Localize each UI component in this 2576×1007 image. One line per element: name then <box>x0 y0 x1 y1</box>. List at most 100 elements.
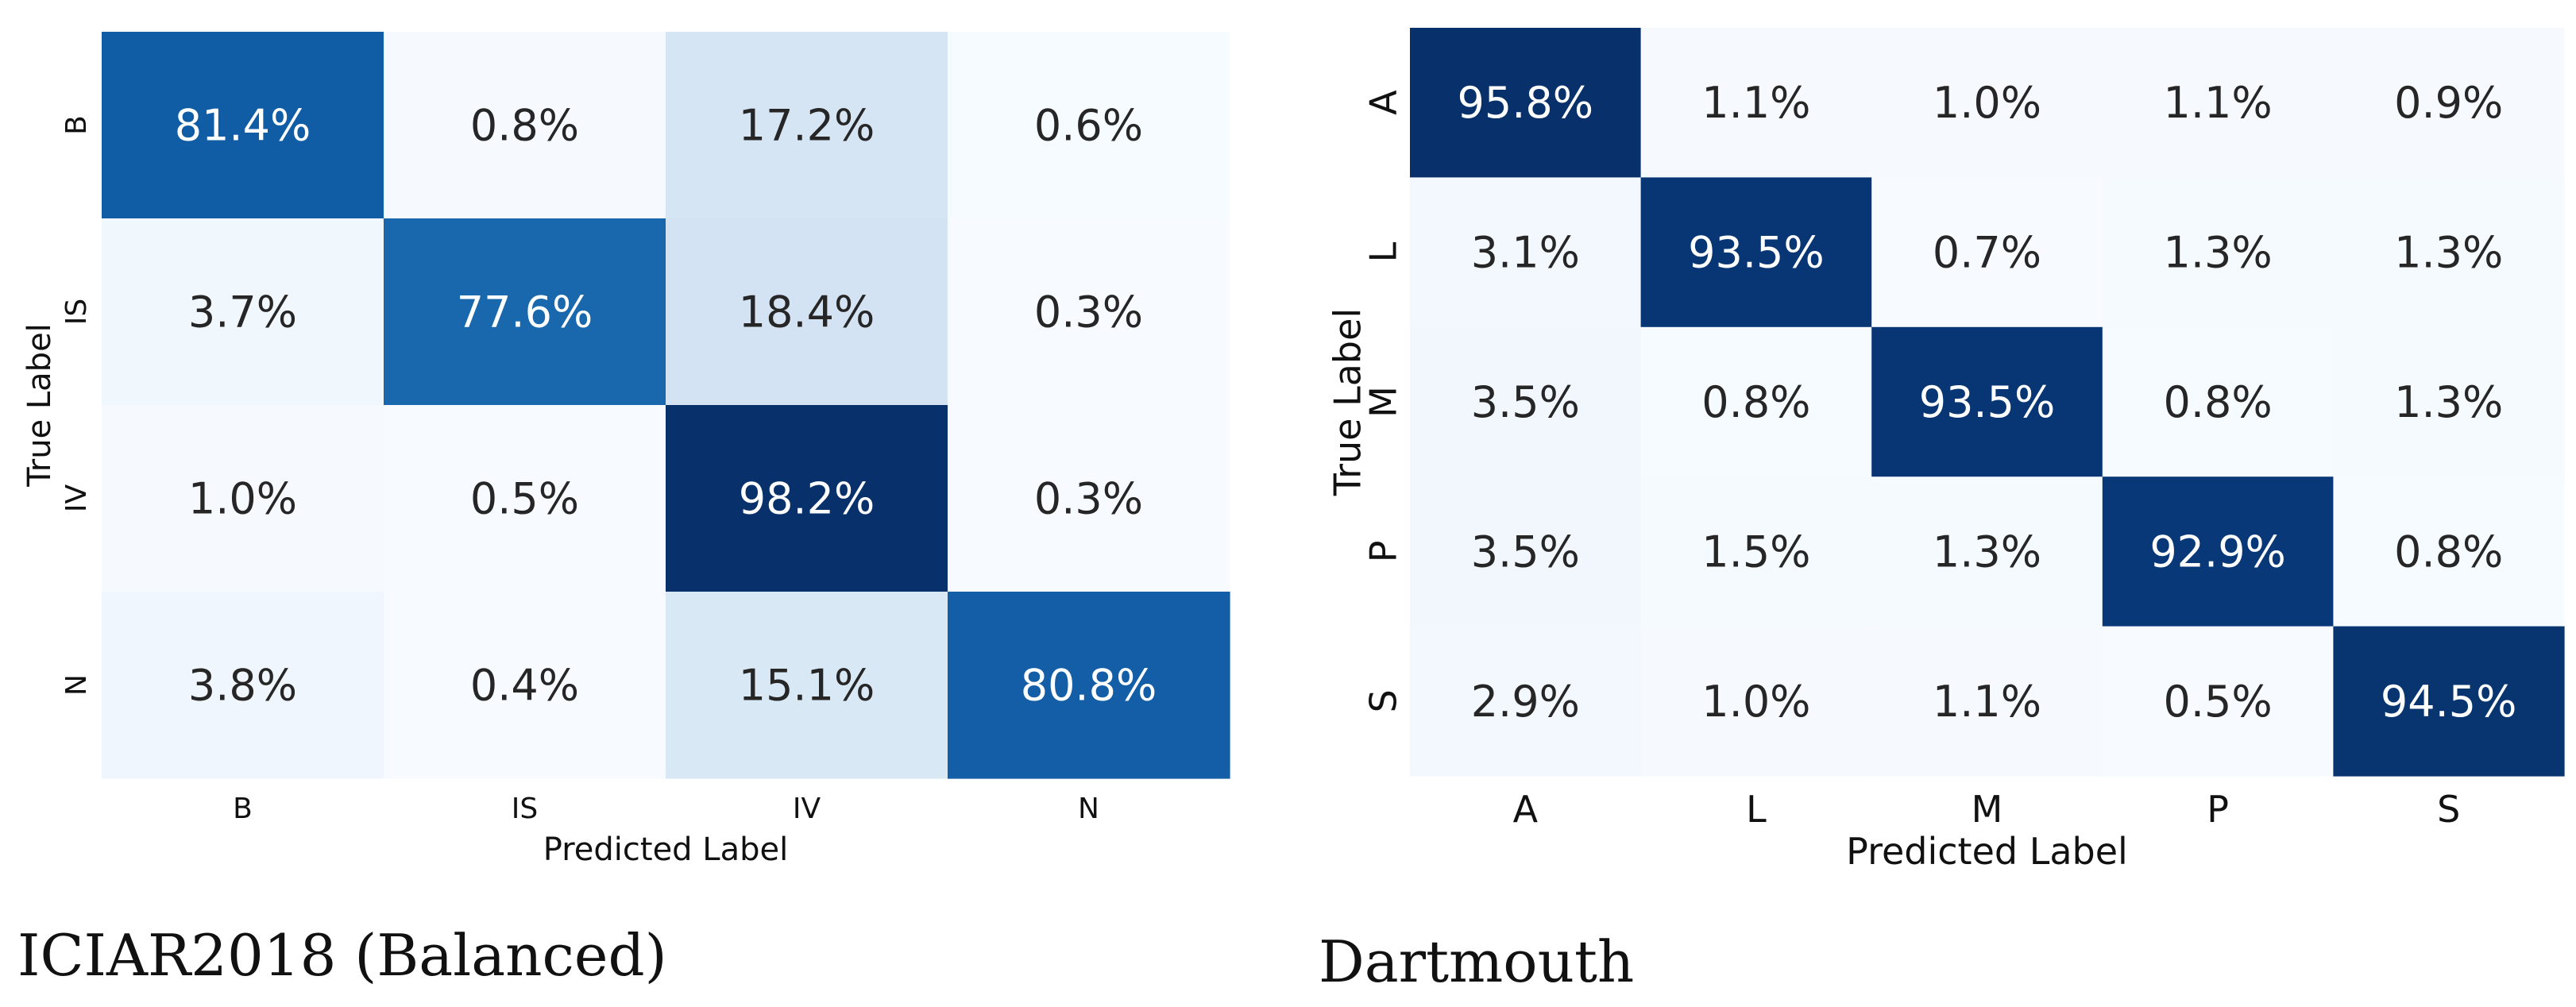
heatmap-cell-L-S <box>2333 177 2565 328</box>
y-axis-label: True Label <box>21 323 58 488</box>
heatmap-cell-P-M <box>1871 476 2103 627</box>
cell-value-label: 0.9% <box>2394 78 2503 128</box>
heatmap-cell-IV-N <box>948 405 1230 592</box>
y-tick-label: A <box>1362 90 1405 115</box>
heatmap-cell-P-P <box>2102 476 2334 627</box>
heatmap-cell-A-S <box>2333 28 2565 178</box>
heatmap-cell-P-A <box>1410 476 1642 627</box>
x-tick-label: S <box>2437 788 2460 831</box>
cell-value-label: 0.8% <box>2394 527 2503 577</box>
cell-value-label: 1.3% <box>2394 377 2503 427</box>
heatmap-cell-N-B <box>102 592 384 779</box>
cell-value-label: 0.8% <box>2163 377 2272 427</box>
heatmap-cell-A-P <box>2102 28 2334 178</box>
cell-value-label: 0.5% <box>470 474 579 524</box>
heatmap-cell-B-B <box>102 32 384 219</box>
y-tick-label: M <box>1362 386 1405 418</box>
cell-value-label: 2.9% <box>1471 677 1580 727</box>
heatmap-cell-IS-IS <box>384 218 666 406</box>
x-tick-label: M <box>1972 788 2003 831</box>
cell-value-label: 92.9% <box>2149 527 2286 577</box>
x-tick-label: A <box>1513 788 1539 831</box>
heatmap-cell-B-IS <box>384 32 666 219</box>
heatmap-cell-L-M <box>1871 177 2103 328</box>
heatmap-cell-P-L <box>1640 476 1872 627</box>
cell-value-label: 1.1% <box>2163 78 2272 128</box>
y-tick-label: S <box>1362 689 1405 712</box>
cell-value-label: 77.6% <box>457 287 593 338</box>
heatmap-cell-P-S <box>2333 476 2565 627</box>
heatmap-cell-A-A <box>1410 28 1642 178</box>
cell-value-label: 94.5% <box>2381 677 2517 727</box>
x-tick-label: L <box>1746 788 1767 831</box>
cell-value-label: 1.1% <box>1701 78 1810 128</box>
cell-value-label: 0.5% <box>2163 677 2272 727</box>
heatmap-cell-S-S <box>2333 626 2565 777</box>
cell-value-label: 15.1% <box>739 661 875 711</box>
cell-value-label: 0.8% <box>1701 377 1810 427</box>
heatmap-cell-S-A <box>1410 626 1642 777</box>
y-axis-label: True Label <box>1327 308 1369 496</box>
chart-caption: ICIAR2018 (Balanced) <box>17 922 667 989</box>
cell-value-label: 1.1% <box>1933 677 2041 727</box>
y-tick-label: N <box>60 674 93 696</box>
x-tick-label: IV <box>793 793 821 825</box>
y-tick-label: IS <box>60 299 93 325</box>
heatmap-cell-N-N <box>948 592 1230 779</box>
heatmap-cell-B-IV <box>666 32 948 219</box>
y-tick-label: P <box>1362 541 1405 563</box>
cell-value-label: 0.4% <box>470 661 579 711</box>
cell-value-label: 1.0% <box>188 474 297 524</box>
heatmap-cell-S-M <box>1871 626 2103 777</box>
heatmap-cell-M-L <box>1640 326 1872 477</box>
cell-value-label: 95.8% <box>1458 78 1594 128</box>
heatmap-cell-IS-B <box>102 218 384 406</box>
cell-value-label: 3.5% <box>1471 377 1580 427</box>
heatmap-cell-IV-IV <box>666 405 948 592</box>
y-tick-label: L <box>1362 241 1405 262</box>
x-axis-label: Predicted Label <box>1846 830 2128 873</box>
cell-value-label: 93.5% <box>1919 377 2056 427</box>
heatmap-cell-IS-IV <box>666 218 948 406</box>
cell-value-label: 1.0% <box>1933 78 2041 128</box>
heatmap-cell-M-P <box>2102 326 2334 477</box>
cell-value-label: 3.8% <box>188 661 297 711</box>
cell-value-label: 1.0% <box>1701 677 1810 727</box>
cell-value-label: 3.5% <box>1471 527 1580 577</box>
chart-caption: Dartmouth <box>1319 928 1634 995</box>
heatmap-cell-B-N <box>948 32 1230 219</box>
cell-value-label: 0.3% <box>1034 287 1143 338</box>
cell-value-label: 98.2% <box>739 474 875 524</box>
heatmap-cell-M-M <box>1871 326 2103 477</box>
cell-value-label: 1.5% <box>1701 527 1810 577</box>
cell-value-label: 17.2% <box>739 101 875 151</box>
dartmouth-confusion-matrix: 95.8% 1.1% 1.0% 1.1% 0.9% 3.1% 93.5% 0.7% 1.3% 1.… <box>1319 28 2565 995</box>
x-axis-label: Predicted Label <box>543 831 788 868</box>
heatmap-cell-M-A <box>1410 326 1642 477</box>
heatmap-cell-N-IV <box>666 592 948 779</box>
heatmap-cell-N-IS <box>384 592 666 779</box>
y-tick-label: B <box>60 115 93 135</box>
cell-value-label: 1.3% <box>2394 228 2503 278</box>
cell-value-label: 81.4% <box>175 101 311 151</box>
iciar2018-confusion-matrix: 81.4% 0.8% 17.2% 0.6% 3.7% 77.6% 18.4% 0.3% 1.0%… <box>17 32 1230 989</box>
cell-value-label: 80.8% <box>1021 661 1157 711</box>
cell-value-label: 3.7% <box>188 287 297 338</box>
x-tick-label: IS <box>512 793 538 825</box>
x-tick-label: P <box>2207 788 2229 831</box>
heatmap-cell-IS-N <box>948 218 1230 406</box>
heatmap-cell-L-P <box>2102 177 2334 328</box>
cell-value-label: 0.8% <box>470 101 579 151</box>
x-tick-label: B <box>233 793 253 825</box>
heatmap-cell-L-L <box>1640 177 1872 328</box>
heatmap-cell-IV-B <box>102 405 384 592</box>
cell-value-label: 18.4% <box>739 287 875 338</box>
heatmap-cell-S-L <box>1640 626 1872 777</box>
cell-value-label: 1.3% <box>2163 228 2272 278</box>
heatmap-cell-M-S <box>2333 326 2565 477</box>
heatmap-cell-L-A <box>1410 177 1642 328</box>
cell-value-label: 0.3% <box>1034 474 1143 524</box>
heatmap-cell-A-L <box>1640 28 1872 178</box>
heatmap-cell-IV-IS <box>384 405 666 592</box>
